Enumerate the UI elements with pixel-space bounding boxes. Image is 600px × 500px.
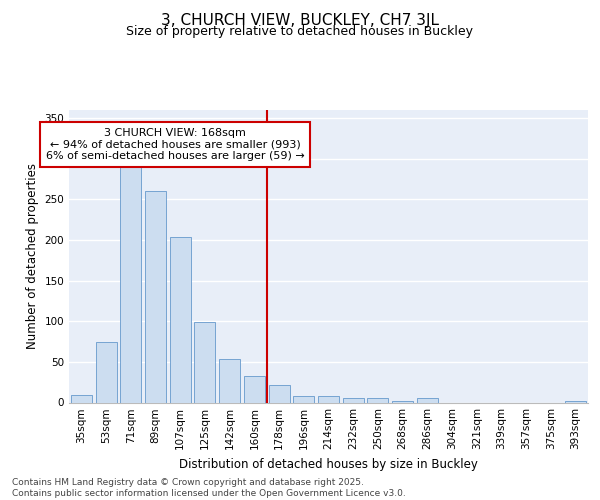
- Bar: [343, 398, 364, 402]
- Y-axis label: Number of detached properties: Number of detached properties: [26, 163, 39, 349]
- Bar: [293, 396, 314, 402]
- Bar: [269, 384, 290, 402]
- X-axis label: Distribution of detached houses by size in Buckley: Distribution of detached houses by size …: [179, 458, 478, 471]
- Bar: [392, 401, 413, 402]
- Bar: [219, 360, 240, 403]
- Bar: [565, 401, 586, 402]
- Text: Contains HM Land Registry data © Crown copyright and database right 2025.
Contai: Contains HM Land Registry data © Crown c…: [12, 478, 406, 498]
- Bar: [145, 191, 166, 402]
- Bar: [170, 237, 191, 402]
- Bar: [71, 395, 92, 402]
- Bar: [194, 322, 215, 402]
- Text: Size of property relative to detached houses in Buckley: Size of property relative to detached ho…: [127, 25, 473, 38]
- Bar: [120, 167, 141, 402]
- Text: 3 CHURCH VIEW: 168sqm
← 94% of detached houses are smaller (993)
6% of semi-deta: 3 CHURCH VIEW: 168sqm ← 94% of detached …: [46, 128, 305, 161]
- Bar: [417, 398, 438, 402]
- Bar: [318, 396, 339, 402]
- Bar: [95, 342, 116, 402]
- Text: 3, CHURCH VIEW, BUCKLEY, CH7 3JL: 3, CHURCH VIEW, BUCKLEY, CH7 3JL: [161, 12, 439, 28]
- Bar: [367, 398, 388, 402]
- Bar: [244, 376, 265, 402]
